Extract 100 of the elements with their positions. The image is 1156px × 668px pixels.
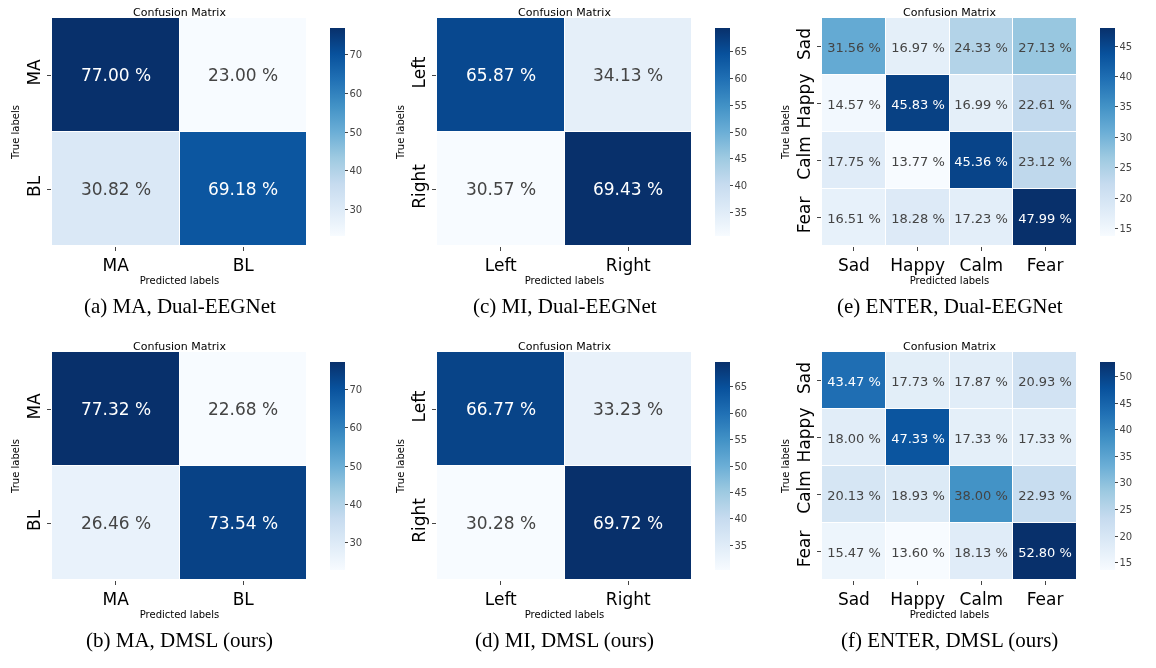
chart-title: Confusion Matrix xyxy=(133,340,227,353)
color-bar-label: 30 xyxy=(1119,131,1133,143)
data-label: 22.68 % xyxy=(207,398,279,419)
x-tick-label: Calm xyxy=(959,255,1004,276)
y-axis-title: True labels xyxy=(780,105,792,160)
color-bar-label: 60 xyxy=(349,422,363,434)
chart-title: Confusion Matrix xyxy=(518,6,612,19)
data-label: 20.93 % xyxy=(1018,373,1072,389)
color-bar-label: 60 xyxy=(734,72,748,84)
color-bar-label: 50 xyxy=(349,460,363,472)
color-bar-label: 45 xyxy=(1119,397,1133,409)
color-bar-label: 40 xyxy=(349,165,363,177)
y-tick-label: Calm xyxy=(794,136,815,180)
data-label: 23.12 % xyxy=(1018,153,1072,169)
color-bar-label: 45 xyxy=(1119,40,1133,52)
color-bar-label: 35 xyxy=(1119,101,1133,113)
y-tick-label: Right xyxy=(409,163,430,209)
data-label: 73.54 % xyxy=(207,512,279,533)
data-label: 17.73 % xyxy=(891,373,945,389)
color-bar-label: 60 xyxy=(734,407,748,419)
x-tick-label: MA xyxy=(102,589,130,610)
y-tick-label: Calm xyxy=(794,470,815,514)
data-label: 69.72 % xyxy=(592,512,664,533)
color-bar-label: 65 xyxy=(734,46,748,58)
data-label: 16.51 % xyxy=(827,210,881,226)
color-bar-label: 40 xyxy=(1119,424,1133,436)
x-tick-label: Left xyxy=(484,589,518,610)
x-tick-label: Calm xyxy=(959,589,1004,610)
color-bar-label: 60 xyxy=(349,87,363,99)
y-tick-label: Sad xyxy=(794,27,815,60)
color-bar-label: 50 xyxy=(734,126,748,138)
chart-title: Confusion Matrix xyxy=(903,6,997,19)
y-tick-label: Left xyxy=(409,56,430,89)
color-bar-label: 55 xyxy=(734,434,748,446)
data-label: 13.77 % xyxy=(891,153,945,169)
y-tick-label: BL xyxy=(24,175,45,198)
y-tick-label: Right xyxy=(409,497,430,543)
x-tick-label: Sad xyxy=(837,589,870,610)
color-bar-label: 30 xyxy=(1119,477,1133,489)
data-label: 18.93 % xyxy=(891,487,945,503)
color-bar-label: 50 xyxy=(1119,371,1133,383)
y-tick-label: Happy xyxy=(794,407,815,463)
data-label: 69.18 % xyxy=(207,178,279,199)
color-bar-label: 45 xyxy=(734,153,748,165)
x-tick-label: Right xyxy=(605,255,651,276)
data-label: 23.00 % xyxy=(207,64,279,85)
x-tick-label: BL xyxy=(232,589,255,610)
data-label: 16.99 % xyxy=(954,96,1008,112)
data-label: 30.57 % xyxy=(465,178,537,199)
y-tick-label: Fear xyxy=(794,196,815,234)
data-label: 77.00 % xyxy=(80,64,152,85)
x-axis-title: Predicted labels xyxy=(909,609,990,621)
color-bar-label: 70 xyxy=(349,49,363,61)
data-label: 20.13 % xyxy=(827,487,881,503)
data-label: 30.82 % xyxy=(80,178,152,199)
text: (b) MA, DMSL (ours) xyxy=(86,628,274,652)
y-tick-label: Fear xyxy=(794,530,815,568)
data-label: 45.83 % xyxy=(891,96,945,112)
color-bar-label: 50 xyxy=(734,460,748,472)
color-bar-label: 40 xyxy=(734,513,748,525)
data-label: 22.61 % xyxy=(1018,96,1072,112)
text: (c) MI, Dual-EEGNet xyxy=(473,294,657,318)
text: (d) MI, DMSL (ours) xyxy=(475,628,654,652)
color-bar-label: 40 xyxy=(734,180,748,192)
color-bar-label: 45 xyxy=(734,486,748,498)
data-label: 34.13 % xyxy=(592,64,664,85)
x-tick-label: Left xyxy=(484,255,518,276)
chart-title: Confusion Matrix xyxy=(903,340,997,353)
chart-title: Confusion Matrix xyxy=(133,6,227,19)
color-bar-label: 40 xyxy=(1119,71,1133,83)
text: (f) ENTER, DMSL (ours) xyxy=(841,628,1059,652)
data-label: 45.36 % xyxy=(954,153,1008,169)
color-bar-label: 35 xyxy=(734,206,748,218)
data-label: 16.97 % xyxy=(891,39,945,55)
color-bar-label: 15 xyxy=(1119,223,1133,235)
color-bar-label: 35 xyxy=(734,539,748,551)
x-axis-title: Predicted labels xyxy=(524,274,605,286)
x-tick-label: Happy xyxy=(890,255,946,276)
y-tick-label: Sad xyxy=(794,361,815,394)
y-tick-label: Left xyxy=(409,390,430,423)
x-tick-label: BL xyxy=(232,255,255,276)
x-tick-label: Fear xyxy=(1026,255,1064,276)
color-bar-label: 30 xyxy=(349,203,363,215)
data-label: 31.56 % xyxy=(827,39,881,55)
x-tick-label: Sad xyxy=(837,255,870,276)
data-label: 14.57 % xyxy=(827,96,881,112)
data-label: 38.00 % xyxy=(954,487,1008,503)
color-bar-label: 30 xyxy=(349,536,363,548)
y-axis-title: True labels xyxy=(395,439,407,494)
y-axis-title: True labels xyxy=(10,439,22,494)
data-label: 47.33 % xyxy=(891,430,945,446)
text: (e) ENTER, Dual-EEGNet xyxy=(837,294,1063,318)
data-label: 13.60 % xyxy=(891,544,945,560)
x-axis-title: Predicted labels xyxy=(139,608,220,620)
data-label: 33.23 % xyxy=(592,398,664,419)
x-axis-title: Predicted labels xyxy=(139,274,220,286)
data-label: 18.00 % xyxy=(827,430,881,446)
color-bar-label: 50 xyxy=(349,126,363,138)
data-label: 17.23 % xyxy=(954,210,1008,226)
data-label: 30.28 % xyxy=(465,512,537,533)
